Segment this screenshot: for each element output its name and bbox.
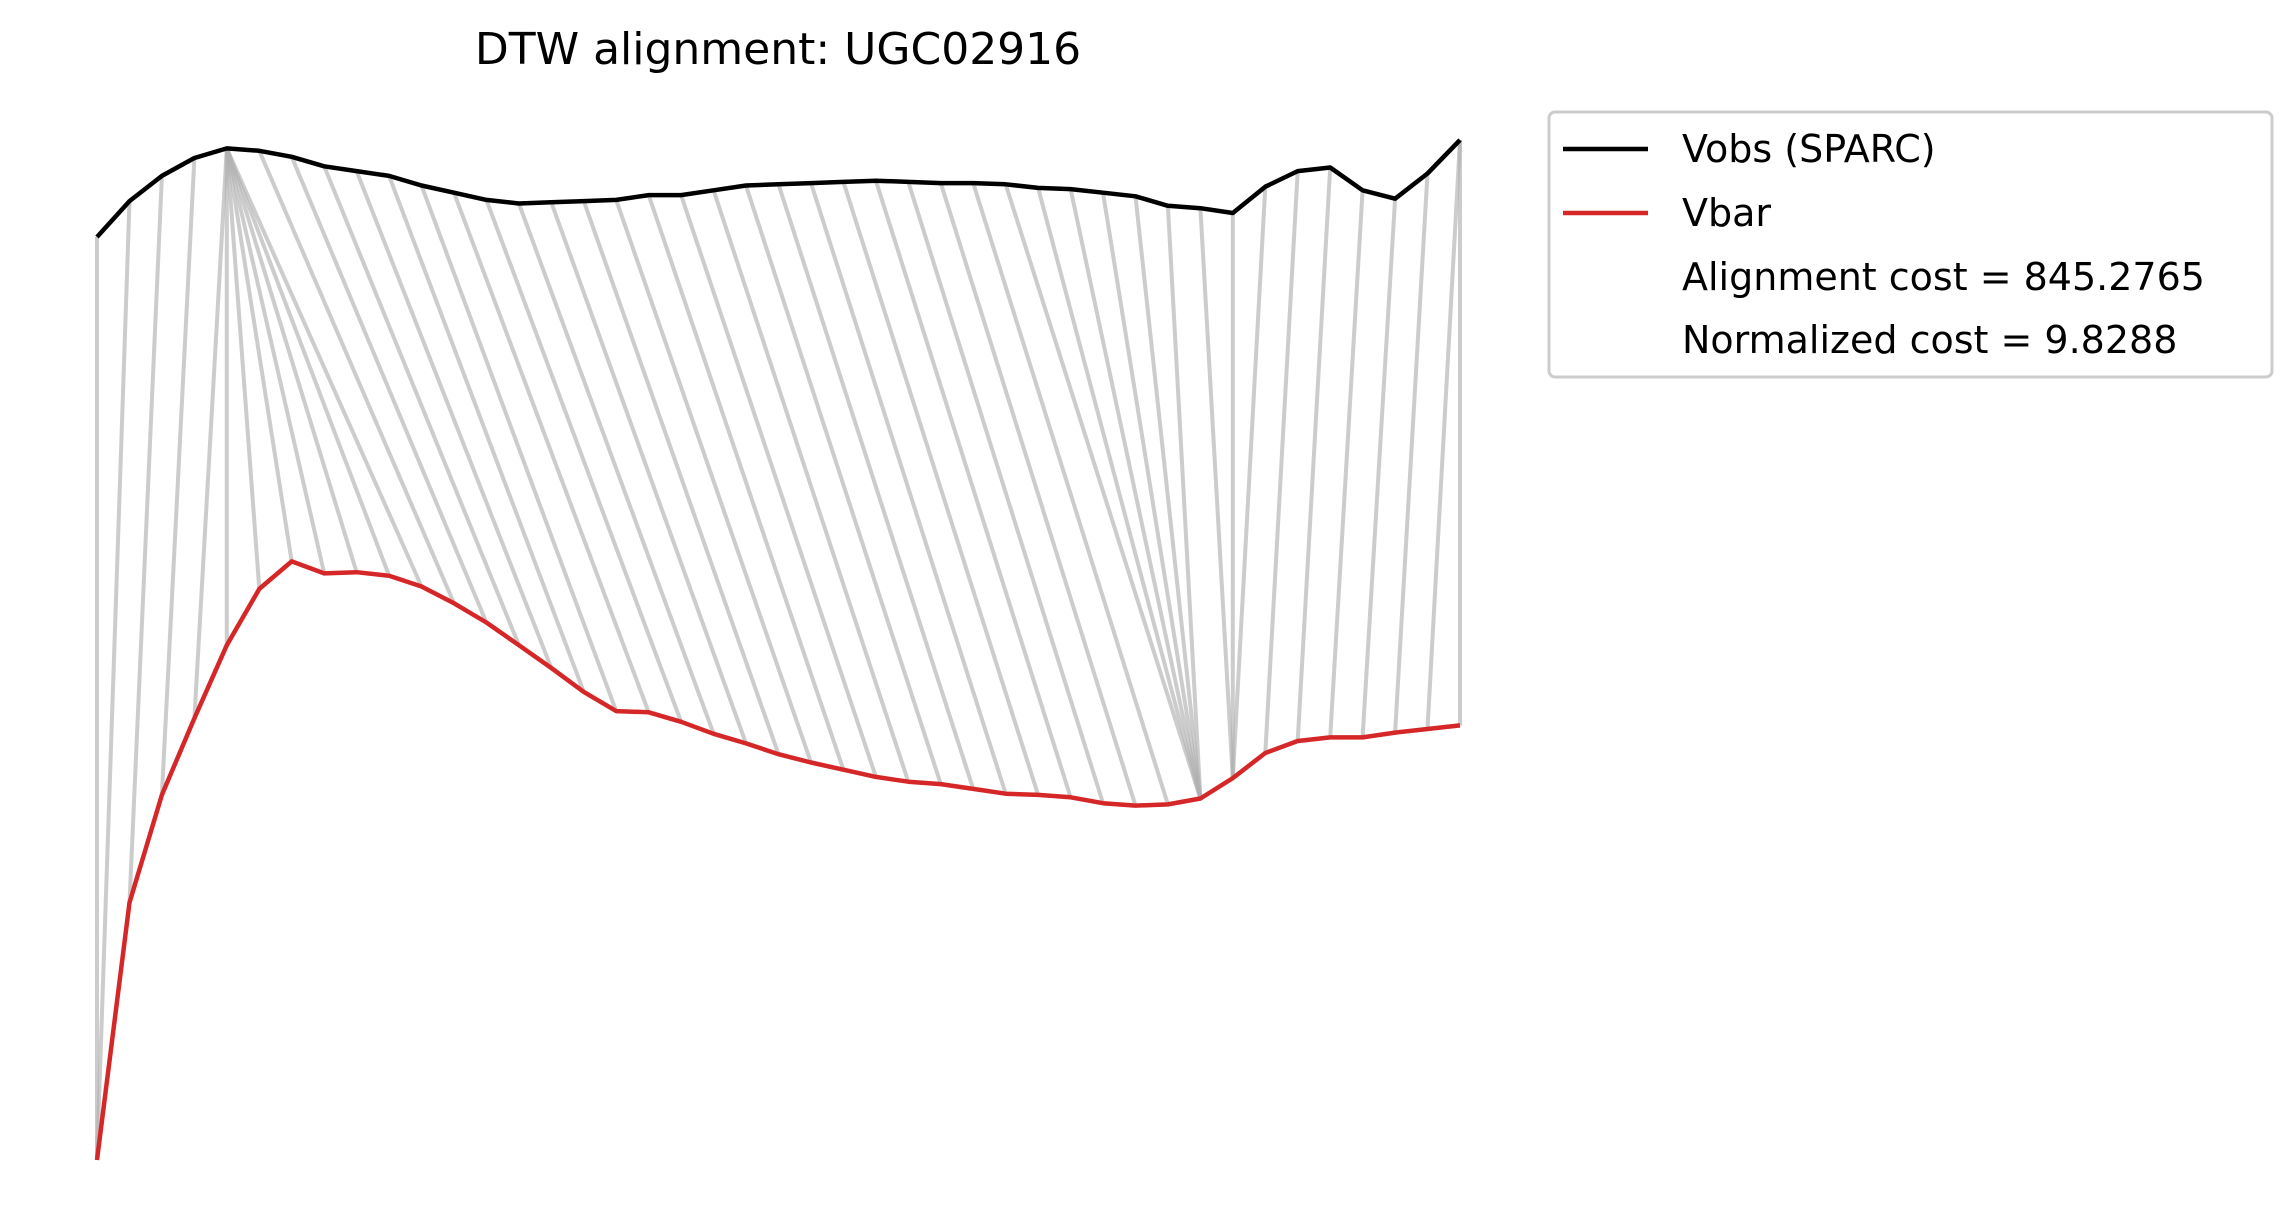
alignment-line xyxy=(711,189,911,783)
alignment-line xyxy=(776,183,976,790)
alignment-line xyxy=(906,181,1105,804)
chart-title: DTW alignment: UGC02916 xyxy=(475,24,1081,75)
series-line-vobs xyxy=(95,138,1462,239)
alignment-line xyxy=(354,170,554,669)
series-group xyxy=(94,138,1462,1161)
alignment-line xyxy=(744,184,943,785)
alignment-line xyxy=(1263,170,1300,754)
alignment-line xyxy=(549,201,748,745)
alignment-line xyxy=(809,182,1008,795)
alignment-line xyxy=(1360,198,1398,738)
alignment-line xyxy=(873,180,1073,798)
series-line-vbar xyxy=(94,559,1461,1161)
alignment-line xyxy=(452,191,651,714)
legend-frame xyxy=(1547,110,2274,379)
alignment-line xyxy=(971,182,1170,805)
alignment-line xyxy=(484,199,683,723)
alignment-line xyxy=(289,156,489,624)
alignment-line xyxy=(614,199,813,764)
alignment-line xyxy=(679,194,878,778)
alignment-line xyxy=(224,147,327,574)
alignment-line xyxy=(1393,173,1430,733)
legend-label-vobs: Vobs (SPARC) xyxy=(1682,127,1936,171)
alignment-line xyxy=(224,147,424,588)
alignment-line xyxy=(224,148,262,590)
legend-label-vbar: Vbar xyxy=(1682,191,1771,235)
legend: Vobs (SPARC) Vbar Alignment cost = 845.2… xyxy=(1547,110,2274,379)
legend-alignment-cost: Alignment cost = 845.2765 xyxy=(1682,255,2205,299)
alignment-line xyxy=(224,147,359,573)
alignment-line xyxy=(387,175,586,693)
alignment-line xyxy=(192,148,229,719)
alignment-line xyxy=(1328,190,1365,738)
alignment-line xyxy=(1165,205,1203,799)
alignment-line xyxy=(841,181,1041,796)
alignment-line xyxy=(224,148,294,562)
alignment-line xyxy=(1198,208,1235,779)
alignment-line xyxy=(224,147,391,577)
alignment-line xyxy=(1230,186,1268,779)
alignment-line xyxy=(159,157,197,796)
alignment-line xyxy=(938,182,1138,807)
alignment-line xyxy=(1295,167,1333,742)
alignment-lines xyxy=(95,139,1462,1161)
alignment-line xyxy=(1003,183,1203,800)
alignment-line xyxy=(1068,188,1203,799)
alignment-line xyxy=(517,202,716,735)
alignment-line xyxy=(257,150,456,605)
alignment-line xyxy=(581,200,781,755)
alignment-line xyxy=(646,194,846,771)
alignment-line xyxy=(127,175,164,903)
alignment-line xyxy=(322,165,521,646)
alignment-line xyxy=(1133,196,1203,799)
alignment-line xyxy=(95,201,132,1161)
alignment-line xyxy=(1425,139,1462,730)
legend-normalized-cost: Normalized cost = 9.8288 xyxy=(1682,318,2177,362)
alignment-line xyxy=(1036,187,1203,800)
alignment-line xyxy=(419,184,619,712)
alignment-line xyxy=(1101,192,1203,799)
